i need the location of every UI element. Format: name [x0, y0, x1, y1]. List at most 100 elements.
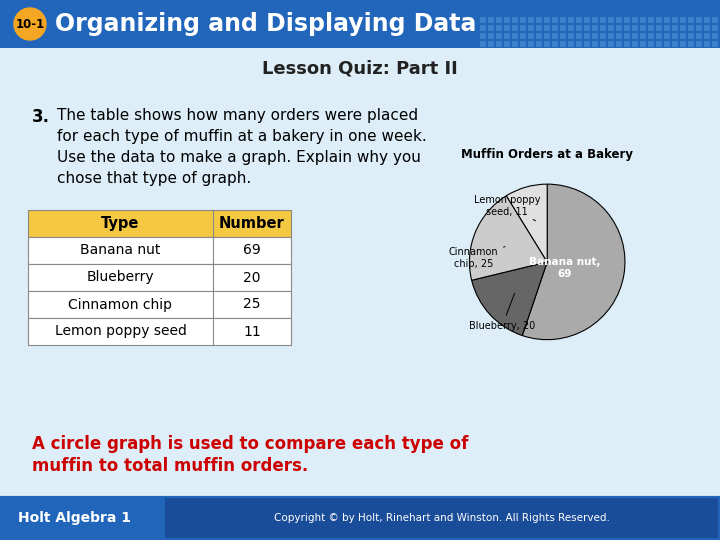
Bar: [664, 33, 670, 39]
Bar: [600, 41, 606, 47]
Text: A circle graph is used to compare each type of: A circle graph is used to compare each t…: [32, 435, 469, 453]
Title: Muffin Orders at a Bakery: Muffin Orders at a Bakery: [462, 148, 633, 161]
Bar: [696, 41, 702, 47]
Bar: [520, 33, 526, 39]
Bar: [632, 25, 638, 31]
Bar: [616, 25, 622, 31]
Bar: [28, 318, 291, 345]
Bar: [480, 17, 486, 23]
Bar: [28, 264, 291, 291]
Text: 69: 69: [243, 244, 261, 258]
Bar: [656, 17, 662, 23]
Bar: [560, 41, 566, 47]
Bar: [544, 41, 550, 47]
Bar: [488, 41, 494, 47]
Text: 11: 11: [243, 325, 261, 339]
Bar: [704, 17, 710, 23]
Bar: [696, 17, 702, 23]
Bar: [640, 17, 646, 23]
Text: Type: Type: [102, 216, 140, 231]
Bar: [520, 25, 526, 31]
Bar: [624, 17, 630, 23]
Bar: [696, 25, 702, 31]
Bar: [480, 25, 486, 31]
Bar: [680, 17, 686, 23]
Bar: [672, 25, 678, 31]
Circle shape: [14, 8, 46, 40]
Text: Banana nut: Banana nut: [81, 244, 161, 258]
Bar: [584, 33, 590, 39]
Text: chose that type of graph.: chose that type of graph.: [57, 171, 251, 186]
Bar: [576, 41, 582, 47]
Bar: [544, 25, 550, 31]
Bar: [712, 17, 718, 23]
Bar: [680, 41, 686, 47]
Bar: [568, 25, 574, 31]
Bar: [552, 25, 558, 31]
Bar: [600, 25, 606, 31]
Text: 10-1: 10-1: [15, 17, 45, 30]
Wedge shape: [506, 184, 547, 262]
Bar: [28, 291, 291, 318]
Bar: [584, 25, 590, 31]
Bar: [560, 17, 566, 23]
Bar: [0, 45, 720, 495]
Bar: [616, 17, 622, 23]
Text: Lesson Quiz: Part II: Lesson Quiz: Part II: [262, 59, 458, 77]
Text: Copyright © by Holt, Rinehart and Winston. All Rights Reserved.: Copyright © by Holt, Rinehart and Winsto…: [274, 513, 610, 523]
Bar: [552, 41, 558, 47]
Bar: [552, 17, 558, 23]
Bar: [528, 17, 534, 23]
Bar: [504, 25, 510, 31]
Bar: [672, 33, 678, 39]
Bar: [648, 25, 654, 31]
Bar: [688, 17, 694, 23]
Bar: [712, 41, 718, 47]
Bar: [165, 498, 718, 538]
Wedge shape: [522, 184, 625, 340]
Bar: [656, 33, 662, 39]
Bar: [0, 496, 720, 540]
Bar: [28, 237, 291, 264]
Bar: [648, 17, 654, 23]
Bar: [536, 17, 542, 23]
Bar: [488, 25, 494, 31]
Bar: [488, 33, 494, 39]
Bar: [576, 33, 582, 39]
Bar: [560, 25, 566, 31]
Bar: [680, 33, 686, 39]
Bar: [576, 17, 582, 23]
Bar: [608, 41, 614, 47]
Bar: [504, 17, 510, 23]
Bar: [592, 25, 598, 31]
Text: Use the data to make a graph. Explain why you: Use the data to make a graph. Explain wh…: [57, 150, 421, 165]
Text: 3.: 3.: [32, 108, 50, 126]
Bar: [504, 33, 510, 39]
Text: Cinnamon chip: Cinnamon chip: [68, 298, 173, 312]
Bar: [616, 41, 622, 47]
Bar: [616, 33, 622, 39]
Text: Organizing and Displaying Data: Organizing and Displaying Data: [55, 12, 477, 36]
Bar: [624, 25, 630, 31]
Bar: [568, 41, 574, 47]
Bar: [632, 41, 638, 47]
Bar: [488, 17, 494, 23]
Bar: [520, 17, 526, 23]
Bar: [480, 33, 486, 39]
Text: Blueberry: Blueberry: [86, 271, 154, 285]
Bar: [648, 33, 654, 39]
Bar: [528, 25, 534, 31]
Text: Blueberry, 20: Blueberry, 20: [469, 293, 535, 330]
Bar: [520, 41, 526, 47]
Wedge shape: [472, 262, 547, 335]
Bar: [712, 25, 718, 31]
Text: for each type of muffin at a bakery in one week.: for each type of muffin at a bakery in o…: [57, 129, 427, 144]
Bar: [584, 17, 590, 23]
Bar: [704, 25, 710, 31]
Bar: [496, 41, 502, 47]
Bar: [624, 41, 630, 47]
Bar: [600, 33, 606, 39]
Bar: [680, 25, 686, 31]
Bar: [592, 41, 598, 47]
Text: The table shows how many orders were placed: The table shows how many orders were pla…: [57, 108, 418, 123]
